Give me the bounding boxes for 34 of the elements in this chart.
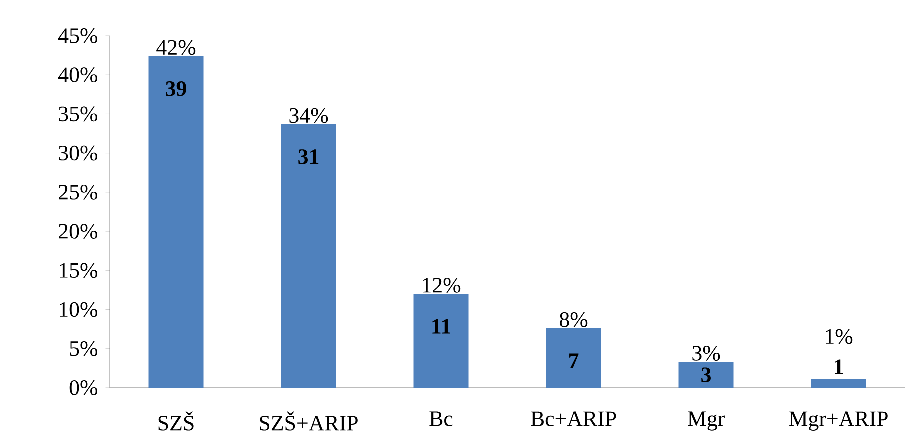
y-tick-label: 0% (70, 380, 98, 396)
data-label: 8% (560, 312, 588, 328)
y-tick-label: 15% (60, 263, 98, 278)
x-tick-label: SZŠ (158, 412, 194, 431)
x-tick-label: Mgr+ARIP (789, 412, 888, 431)
annotation: 11 (432, 319, 450, 334)
bar (281, 124, 336, 388)
bar (546, 328, 602, 388)
bar (148, 56, 204, 388)
y-tick-label: 20% (59, 224, 98, 239)
data-label: 3% (692, 346, 720, 361)
x-tick-label: Bc (430, 412, 453, 426)
annotation: 31 (298, 150, 319, 164)
x-tick-label: SZŠ+ARIP (260, 412, 358, 431)
y-tick-label: 30% (59, 146, 98, 161)
x-tick-label: Mgr (688, 412, 725, 431)
y-tick-label: 35% (59, 106, 98, 122)
data-label: 1% (826, 329, 853, 344)
annotation: 1 (835, 360, 844, 374)
annotation: 3 (702, 368, 711, 382)
bar (678, 362, 734, 388)
y-tick-label: 5% (70, 341, 98, 356)
y-tick-label: 25% (59, 185, 98, 200)
annotation: 39 (166, 82, 186, 96)
annotation: 7 (570, 354, 579, 368)
data-label: 34% (290, 108, 328, 124)
bar (414, 294, 469, 388)
y-tick-label: 45% (58, 28, 98, 44)
y-tick-label: 10% (60, 302, 98, 318)
data-label: 12% (423, 278, 461, 293)
y-tick-label: 40% (58, 68, 98, 83)
data-label: 42% (156, 40, 196, 56)
x-tick-label: Bc+ARIP (531, 412, 616, 426)
bar (811, 379, 866, 388)
